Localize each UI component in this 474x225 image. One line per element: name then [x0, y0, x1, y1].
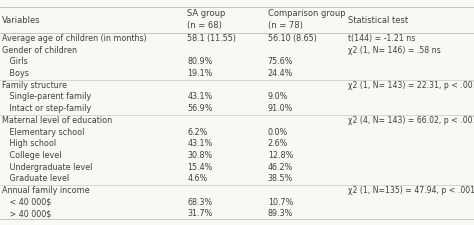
Text: 24.4%: 24.4% [268, 69, 293, 78]
Text: 19.1%: 19.1% [187, 69, 213, 78]
Text: 6.2%: 6.2% [187, 128, 208, 137]
Text: < 40 000$: < 40 000$ [2, 198, 52, 207]
Text: χ2 (1, N= 146) = .58 ns: χ2 (1, N= 146) = .58 ns [348, 46, 441, 55]
Text: Maternal level of education: Maternal level of education [2, 116, 112, 125]
Text: 15.4%: 15.4% [187, 163, 213, 172]
Text: 89.3%: 89.3% [268, 209, 293, 218]
Text: Family structure: Family structure [2, 81, 67, 90]
Text: 4.6%: 4.6% [187, 174, 208, 183]
Text: Single-parent family: Single-parent family [2, 92, 91, 101]
Text: Undergraduate level: Undergraduate level [2, 163, 93, 172]
Text: (n = 78): (n = 78) [268, 21, 303, 30]
Text: Graduate level: Graduate level [2, 174, 70, 183]
Text: SA group: SA group [187, 9, 226, 18]
Text: Boys: Boys [2, 69, 29, 78]
Text: Gender of children: Gender of children [2, 46, 77, 55]
Text: 56.10 (8.65): 56.10 (8.65) [268, 34, 317, 43]
Text: 12.8%: 12.8% [268, 151, 293, 160]
Text: 68.3%: 68.3% [187, 198, 212, 207]
Text: Intact or step-family: Intact or step-family [2, 104, 91, 113]
Text: 43.1%: 43.1% [187, 92, 212, 101]
Text: 30.8%: 30.8% [187, 151, 212, 160]
Text: 2.6%: 2.6% [268, 139, 288, 148]
Text: Girls: Girls [2, 57, 28, 66]
Text: 0.0%: 0.0% [268, 128, 288, 137]
Text: 91.0%: 91.0% [268, 104, 293, 113]
Text: Average age of children (in months): Average age of children (in months) [2, 34, 147, 43]
Text: Elementary school: Elementary school [2, 128, 85, 137]
Text: Annual family income: Annual family income [2, 186, 90, 195]
Text: 9.0%: 9.0% [268, 92, 288, 101]
Text: 31.7%: 31.7% [187, 209, 213, 218]
Text: χ2 (4, N= 143) = 66.02, p < .001: χ2 (4, N= 143) = 66.02, p < .001 [348, 116, 474, 125]
Text: t(144) = -1.21 ns: t(144) = -1.21 ns [348, 34, 416, 43]
Text: Comparison group: Comparison group [268, 9, 346, 18]
Text: 80.9%: 80.9% [187, 57, 213, 66]
Text: 10.7%: 10.7% [268, 198, 293, 207]
Text: 56.9%: 56.9% [187, 104, 213, 113]
Text: χ2 (1, N=135) = 47.94, p < .001: χ2 (1, N=135) = 47.94, p < .001 [348, 186, 474, 195]
Text: (n = 68): (n = 68) [187, 21, 222, 30]
Text: 38.5%: 38.5% [268, 174, 293, 183]
Text: 75.6%: 75.6% [268, 57, 293, 66]
Text: High school: High school [2, 139, 56, 148]
Text: χ2 (1, N= 143) = 22.31, p < .001: χ2 (1, N= 143) = 22.31, p < .001 [348, 81, 474, 90]
Text: Statistical test: Statistical test [348, 16, 409, 25]
Text: College level: College level [2, 151, 62, 160]
Text: 46.2%: 46.2% [268, 163, 293, 172]
Text: 43.1%: 43.1% [187, 139, 212, 148]
Text: Variables: Variables [2, 16, 41, 25]
Text: > 40 000$: > 40 000$ [2, 209, 52, 218]
Text: 58.1 (11.55): 58.1 (11.55) [187, 34, 236, 43]
